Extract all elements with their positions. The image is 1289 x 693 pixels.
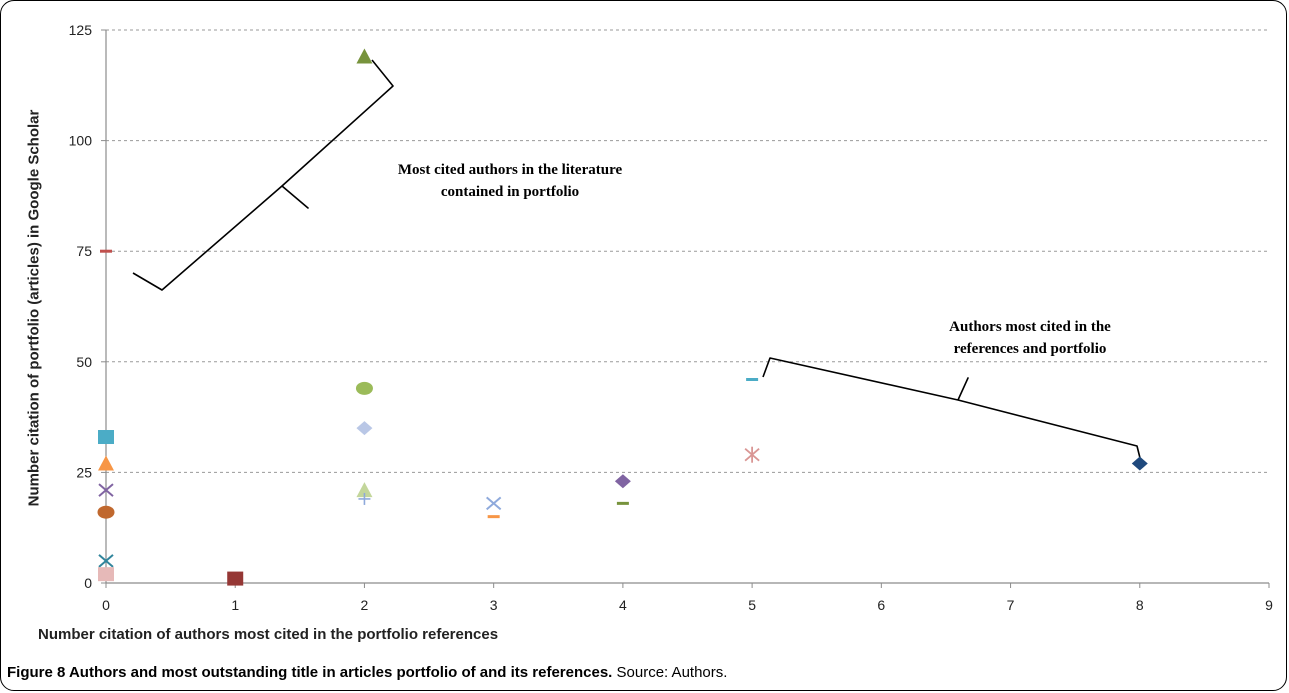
data-point-diamond xyxy=(1131,456,1148,471)
axes xyxy=(101,29,1270,588)
y-tick-label: 50 xyxy=(76,354,92,370)
data-point-triangle xyxy=(356,48,373,64)
data-point-circle xyxy=(355,381,373,395)
brace-most-cited-references xyxy=(762,357,1142,463)
data-point-asterisk xyxy=(744,446,760,463)
x-tick-label: 8 xyxy=(1136,597,1144,613)
annotation-most-cited-references: Authors most cited in the references and… xyxy=(880,316,1180,360)
y-tick-label: 100 xyxy=(69,133,93,149)
x-tick-label: 1 xyxy=(231,597,239,613)
x-axis-label: Number citation of authors most cited in… xyxy=(38,626,499,643)
y-tick-label: 75 xyxy=(76,243,92,259)
y-tick-labels: 0 25 50 75 100 125 xyxy=(69,22,93,591)
figure-caption: Figure 8 Authors and most outstanding ti… xyxy=(7,664,727,681)
data-points xyxy=(97,48,1148,586)
annotation-line: references and portfolio xyxy=(953,341,1107,357)
x-tick-label: 3 xyxy=(490,597,498,613)
caption-source: Source: Authors. xyxy=(612,664,728,681)
data-point-plus xyxy=(358,492,371,505)
caption-title: Figure 8 Authors and most outstanding ti… xyxy=(7,664,613,681)
data-point-x xyxy=(486,496,502,511)
x-tick-label: 9 xyxy=(1265,597,1273,613)
annotation-line: Authors most cited in the xyxy=(949,319,1111,335)
data-point-square xyxy=(98,567,114,582)
x-tick-label: 7 xyxy=(1007,597,1015,613)
data-point-triangle xyxy=(98,455,114,471)
y-tick-label: 125 xyxy=(69,22,93,38)
annotation-line: Most cited authors in the literature xyxy=(397,162,623,178)
brace-most-cited-literature xyxy=(132,59,394,291)
x-tick-label: 4 xyxy=(619,597,627,613)
data-point-diamond xyxy=(356,421,373,436)
y-tick-label: 25 xyxy=(76,464,92,480)
data-point-x xyxy=(98,554,114,568)
data-point-x xyxy=(98,483,114,497)
data-point-square xyxy=(227,571,244,586)
data-point-diamond xyxy=(614,474,631,489)
data-point-triangle xyxy=(356,482,373,498)
annotation-line: contained in portfolio xyxy=(440,184,580,200)
annotation-most-cited-literature: Most cited authors in the literature con… xyxy=(340,159,680,203)
y-axis-label: Number citation of portfolio (articles) … xyxy=(25,109,43,507)
y-tick-label: 0 xyxy=(84,575,92,591)
x-tick-label: 5 xyxy=(748,597,756,613)
annotation-braces xyxy=(132,59,1142,463)
data-point-circle xyxy=(97,505,115,519)
x-tick-label: 6 xyxy=(877,597,885,613)
x-tick-label: 0 xyxy=(102,597,110,613)
x-tick-label: 2 xyxy=(361,597,369,613)
x-tick-labels: 0 1 2 3 4 5 6 7 8 9 xyxy=(102,597,1273,613)
data-point-square xyxy=(98,430,114,445)
grid-lines xyxy=(106,29,1269,473)
